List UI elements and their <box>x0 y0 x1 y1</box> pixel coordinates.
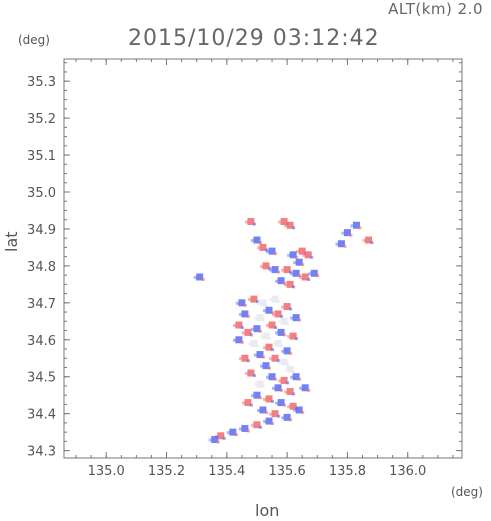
y-tick-label-3: 34.6 <box>27 334 56 349</box>
data-cell-37 <box>260 332 272 341</box>
data-cell-68 <box>238 424 250 433</box>
data-cell-48 <box>278 358 290 366</box>
y-tick-label-8: 35.1 <box>27 149 56 164</box>
y-tick-label-2: 34.5 <box>27 371 56 386</box>
data-cell-57 <box>299 384 311 392</box>
data-cell-18 <box>299 273 311 281</box>
y-tick-label-5: 34.8 <box>27 260 56 275</box>
data-cell-31 <box>238 310 250 318</box>
data-cell-62 <box>241 399 253 407</box>
plot-frame <box>63 58 463 459</box>
data-cell-41 <box>247 339 259 348</box>
data-cell-17 <box>290 269 302 278</box>
data-cell-44 <box>281 347 293 355</box>
data-cell-74 <box>284 365 296 374</box>
data-cell-33 <box>278 317 290 326</box>
data-cell-7 <box>250 236 262 245</box>
data-cell-19 <box>308 269 320 278</box>
x-tick-label-0: 135.0 <box>88 464 125 479</box>
y-tick-label-4: 34.7 <box>27 297 56 312</box>
data-cell-2 <box>284 221 296 230</box>
data-cell-24 <box>247 295 259 304</box>
data-cell-32 <box>290 314 302 322</box>
data-cell-28 <box>263 306 275 315</box>
data-cell-64 <box>269 410 281 418</box>
data-cell-69 <box>226 428 238 437</box>
data-cell-55 <box>272 384 284 392</box>
data-cell-23 <box>235 299 247 307</box>
data-cell-13 <box>293 258 305 267</box>
data-cell-20 <box>275 277 287 285</box>
x-tick-label-5: 136.0 <box>389 464 426 479</box>
data-cell-71 <box>208 436 220 444</box>
data-cell-63 <box>257 406 268 414</box>
x-tick-label-2: 135.4 <box>208 464 245 479</box>
data-cell-66 <box>263 417 275 426</box>
data-cells <box>193 218 374 444</box>
altitude-label: ALT(km) 2.0 <box>388 0 483 18</box>
data-cell-4 <box>341 229 353 237</box>
data-cell-6 <box>335 240 347 248</box>
data-cell-5 <box>362 236 374 245</box>
x-tick-label-4: 135.8 <box>329 464 366 479</box>
data-cell-67 <box>250 421 262 429</box>
data-cell-39 <box>287 332 299 341</box>
data-cell-38 <box>275 328 287 337</box>
x-axis-label: lon <box>255 501 280 520</box>
x-tick-label-3: 135.6 <box>269 464 306 479</box>
y-unit-label: (deg) <box>18 33 50 47</box>
data-cell-60 <box>275 399 287 407</box>
data-cell-8 <box>257 243 268 252</box>
data-cell-40 <box>232 336 244 344</box>
data-cell-52 <box>278 376 290 385</box>
data-cell-46 <box>269 354 281 363</box>
y-tick-label-10: 35.3 <box>27 75 56 90</box>
data-cell-30 <box>253 314 265 322</box>
data-cell-47 <box>238 354 250 363</box>
x-unit-label: (deg) <box>451 485 483 499</box>
data-cell-53 <box>290 373 302 381</box>
data-cell-49 <box>260 362 272 370</box>
data-cell-27 <box>281 303 293 311</box>
data-cell-10 <box>287 251 299 259</box>
data-cell-56 <box>284 388 296 396</box>
data-cell-54 <box>253 380 265 389</box>
data-cell-9 <box>266 247 278 256</box>
data-cell-22 <box>193 273 205 281</box>
data-cell-0 <box>244 218 256 226</box>
data-cell-16 <box>281 266 293 274</box>
y-tick-label-7: 35.0 <box>27 186 56 201</box>
chart-title: 2015/10/29 03:12:42 <box>128 26 380 51</box>
data-cell-21 <box>284 280 296 289</box>
data-cell-26 <box>269 295 281 304</box>
data-cell-72 <box>293 406 305 414</box>
data-cell-42 <box>263 343 275 352</box>
x-tick-label-1: 135.2 <box>148 464 185 479</box>
data-cell-58 <box>250 391 262 400</box>
data-cell-36 <box>241 328 253 337</box>
data-cell-25 <box>257 299 268 307</box>
axis-ticks: 135.0 135.2 135.4 135.6 135.8 136.0 34.3 34.4 34… <box>27 59 462 479</box>
data-cell-45 <box>253 351 265 359</box>
data-cell-14 <box>260 262 272 270</box>
data-cell-59 <box>263 395 275 403</box>
data-cell-51 <box>266 373 278 381</box>
data-cell-3 <box>350 221 362 230</box>
y-tick-label-6: 34.9 <box>27 223 56 238</box>
y-tick-label-9: 35.2 <box>27 112 56 127</box>
data-cell-43 <box>272 339 284 348</box>
y-tick-label-1: 34.4 <box>27 408 56 423</box>
data-cell-12 <box>302 251 314 259</box>
data-cell-50 <box>244 369 256 378</box>
data-cell-65 <box>281 413 293 422</box>
data-cell-15 <box>269 266 281 274</box>
y-tick-label-0: 34.3 <box>27 445 56 460</box>
data-cell-35 <box>250 325 262 333</box>
data-cell-73 <box>232 321 244 329</box>
data-cell-34 <box>266 321 278 329</box>
data-cell-29 <box>272 310 284 318</box>
